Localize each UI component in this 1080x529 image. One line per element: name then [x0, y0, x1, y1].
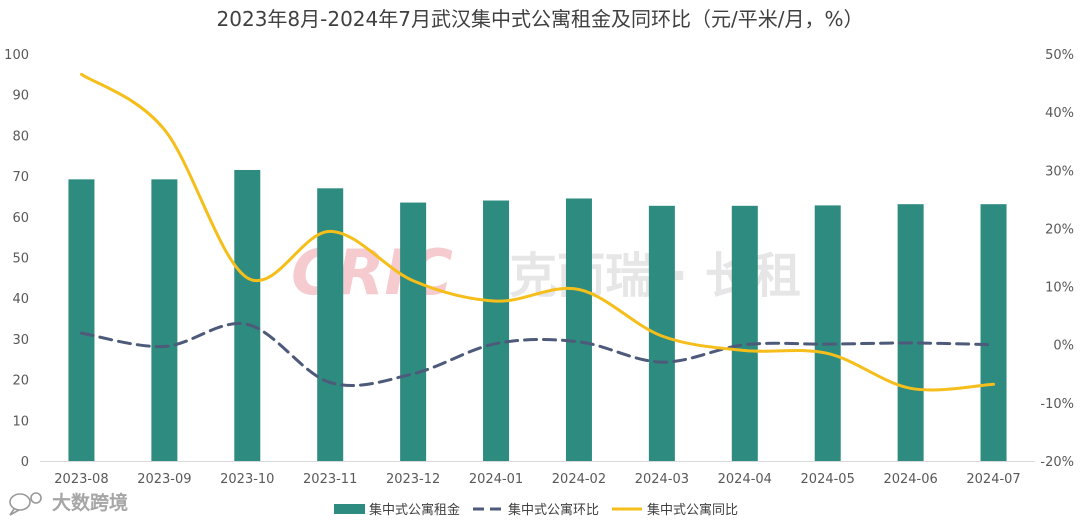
y-right-tick-label: -20%	[1040, 455, 1074, 470]
rent-bar	[317, 188, 344, 461]
rent-bar	[897, 204, 924, 462]
y-left-tick-label: 70	[12, 170, 29, 185]
legend-swatch-rent	[334, 504, 365, 514]
y-right-tick-label: 10%	[1045, 281, 1074, 296]
legend-label-rent: 集中式公寓租金	[369, 502, 460, 518]
y-left-tick-label: 90	[12, 89, 29, 104]
rent-bar	[731, 205, 758, 461]
x-tick-label: 2024-06	[883, 472, 937, 487]
x-tick-label: 2024-05	[801, 472, 855, 487]
rent-bar	[151, 179, 178, 461]
x-tick-label: 2024-03	[635, 472, 689, 487]
x-tick-label: 2024-02	[552, 472, 606, 487]
y-left-tick-label: 20	[12, 374, 29, 389]
y-left-tick-label: 40	[12, 292, 29, 307]
x-tick-label: 2024-04	[718, 472, 772, 487]
y-left-tick-label: 80	[12, 129, 29, 144]
rent-bar	[400, 202, 427, 461]
x-tick-label: 2024-07	[966, 472, 1020, 487]
rent-bar	[68, 179, 95, 461]
footer-logo: 大数跨境	[9, 491, 128, 516]
y-right-tick-label: -10%	[1040, 397, 1074, 412]
y-left-tick-label: 0	[21, 455, 29, 470]
rent-bar	[980, 204, 1007, 462]
legend-label-mom: 集中式公寓环比	[508, 502, 599, 518]
x-tick-label: 2023-12	[386, 472, 440, 487]
mom-change-line	[79, 321, 996, 387]
yoy-change-line	[79, 72, 996, 392]
line-series-group	[79, 72, 996, 392]
y-left-tick-label: 30	[12, 333, 29, 348]
y-right-tick-label: 0%	[1053, 339, 1074, 354]
y-right-tick-label: 50%	[1045, 48, 1074, 63]
legend: 集中式公寓租金 集中式公寓环比 集中式公寓同比	[334, 502, 738, 518]
rent-bar	[814, 205, 841, 461]
footer-logo-text: 大数跨境	[52, 491, 128, 514]
x-tick-label: 2023-09	[137, 472, 191, 487]
bar-series-group	[68, 169, 1007, 462]
x-tick-label: 2024-01	[469, 472, 523, 487]
legend-label-yoy: 集中式公寓同比	[647, 502, 738, 518]
y-right-tick-label: 40%	[1045, 106, 1074, 121]
rent-bar	[565, 198, 592, 462]
y-right-tick-label: 20%	[1045, 222, 1074, 237]
rent-bar	[234, 169, 261, 461]
y-right-tick-label: 30%	[1045, 164, 1074, 179]
chart-title: 2023年8月-2024年7月武汉集中式公寓租金及同环比（元/平米/月，%）	[217, 7, 864, 31]
x-tick-label: 2023-11	[303, 472, 357, 487]
y-left-tick-label: 50	[12, 252, 29, 267]
x-tick-label: 2023-08	[54, 472, 108, 487]
y-left-tick-label: 60	[12, 211, 29, 226]
rent-bar	[483, 200, 510, 461]
bubble-logo-icon	[9, 492, 42, 516]
watermark-logo-text: CRIC	[291, 236, 453, 309]
axes-group: 0 10 20 30 40 50 60 70 80 90 100 -20% -10% 0% 10% 20% 30…	[4, 48, 1074, 487]
y-left-tick-label: 10	[12, 414, 29, 429]
x-tick-label: 2023-10	[220, 472, 274, 487]
y-left-tick-label: 100	[4, 48, 29, 63]
